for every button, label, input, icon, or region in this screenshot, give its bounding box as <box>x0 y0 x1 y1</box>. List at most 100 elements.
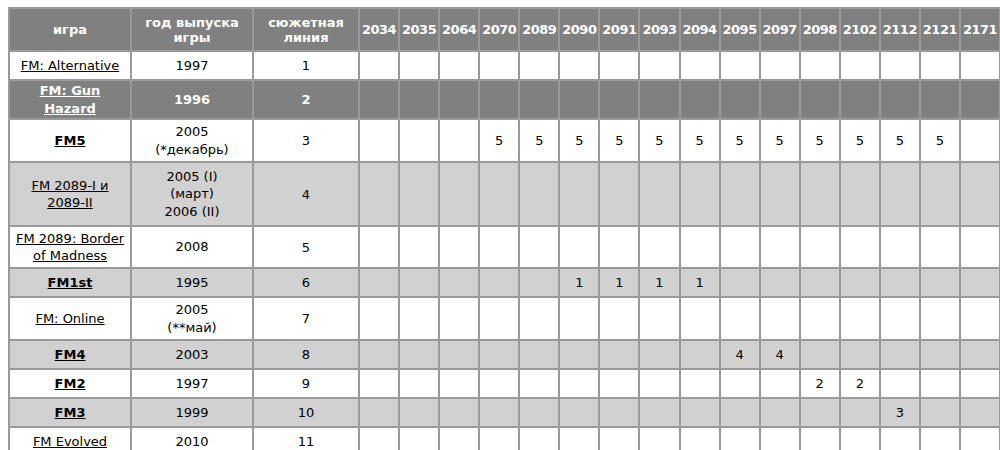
column-header-game: игра <box>9 8 131 51</box>
release-year-cell: 1997 <box>131 369 253 398</box>
release-year-cell: 2005 (*декабрь) <box>131 119 253 162</box>
year-header-2171: 2171 <box>960 8 1000 51</box>
release-year-cell: 2008 <box>131 226 253 268</box>
year-header-2102: 2102 <box>840 8 880 51</box>
table-row: FM: Gun Hazard19962 <box>9 80 1000 119</box>
game-link[interactable]: FM5 <box>55 133 86 148</box>
timeline-cell-marked-2094: 5 <box>680 119 720 162</box>
year-header-2089: 2089 <box>519 8 559 51</box>
timeline-cell-2064 <box>439 162 479 226</box>
timeline-cell-2095 <box>720 268 760 297</box>
timeline-cell-2094 <box>680 369 720 398</box>
timeline-cell-2070 <box>479 226 519 268</box>
timeline-cell-2093 <box>639 340 679 369</box>
timeline-cell-2102 <box>840 226 880 268</box>
timeline-cell-2034 <box>359 162 399 226</box>
timeline-cell-2171 <box>960 369 1000 398</box>
game-cell: FM: Gun Hazard <box>9 80 131 119</box>
timeline-cell-marked-2097: 4 <box>760 340 800 369</box>
game-link[interactable]: FM1st <box>48 275 93 290</box>
timeline-cell-2121 <box>920 226 960 268</box>
timeline-cell-marked-2094: 1 <box>680 268 720 297</box>
year-header-2091: 2091 <box>599 8 639 51</box>
timeline-cell-marked-2093: 5 <box>639 119 679 162</box>
story-line-cell: 9 <box>253 369 359 398</box>
game-link[interactable]: FM4 <box>55 347 86 362</box>
game-link[interactable]: FM2 <box>55 376 86 391</box>
timeline-cell-2070 <box>479 398 519 427</box>
game-link[interactable]: FM Evolved <box>33 434 107 449</box>
timeline-cell-2035 <box>399 398 439 427</box>
timeline-cell-2089 <box>519 369 559 398</box>
game-link[interactable]: FM: Alternative <box>21 58 120 73</box>
table-row: FM Evolved201011 <box>9 427 1000 450</box>
year-header-2093: 2093 <box>639 8 679 51</box>
column-header-line: сюжетная линия <box>253 8 359 51</box>
timeline-cell-2097 <box>760 268 800 297</box>
timeline-cell-marked-2093 <box>639 226 679 268</box>
timeline-cell-marked-2089: 5 <box>519 119 559 162</box>
timeline-cell-2121 <box>920 398 960 427</box>
game-link[interactable]: FM3 <box>55 405 86 420</box>
timeline-cell-2091 <box>599 80 639 119</box>
timeline-cell-2112 <box>880 51 920 80</box>
game-link[interactable]: FM 2089-I и 2089-II <box>31 178 108 211</box>
year-header-2121: 2121 <box>920 8 960 51</box>
year-header-2098: 2098 <box>800 8 840 51</box>
timeline-cell-2070 <box>479 162 519 226</box>
game-link[interactable]: FM: Online <box>35 311 104 326</box>
timeline-cell-2102 <box>840 398 880 427</box>
timeline-cell-2070 <box>479 268 519 297</box>
game-cell: FM4 <box>9 340 131 369</box>
timeline-cell-2098 <box>800 162 840 226</box>
release-year-cell: 1999 <box>131 398 253 427</box>
game-link[interactable]: FM 2089: Border of Madness <box>16 231 124 264</box>
timeline-cell-marked-2035 <box>399 51 439 80</box>
game-link[interactable]: FM: Gun Hazard <box>40 83 101 116</box>
timeline-cell-2090 <box>559 340 599 369</box>
release-year-cell: 1996 <box>131 80 253 119</box>
timeline-cell-marked-2089 <box>519 226 559 268</box>
timeline-cell-2091 <box>599 369 639 398</box>
timeline-cell-2171 <box>960 162 1000 226</box>
timeline-cell-2121 <box>920 162 960 226</box>
story-line-cell: 8 <box>253 340 359 369</box>
story-line-cell: 3 <box>253 119 359 162</box>
release-year-cell: 2010 <box>131 427 253 450</box>
timeline-cell-2102 <box>840 51 880 80</box>
timeline-cell-2098 <box>800 297 840 340</box>
timeline-cell-2098 <box>800 80 840 119</box>
table-row: FM 2089-I и 2089-II 2005 (I) (март) 2006 … <box>9 162 1000 226</box>
timeline-cell-2112 <box>880 226 920 268</box>
timeline-cell-marked-2091 <box>599 226 639 268</box>
column-header-release: год выпуска игры <box>131 8 253 51</box>
timeline-cell-2064 <box>439 119 479 162</box>
timeline-cell-marked-2098: 5 <box>800 119 840 162</box>
front-mission-timeline-table: играгод выпуска игрысюжетная линия2034 20… <box>8 7 1000 450</box>
table-row: FM52005 (*декабрь)3555555555555 <box>9 119 1000 162</box>
timeline-cell-2094 <box>680 398 720 427</box>
timeline-cell-marked-2095: 4 <box>720 340 760 369</box>
timeline-cell-2102 <box>840 80 880 119</box>
timeline-cell-2121 <box>920 268 960 297</box>
table-row: FM42003844 <box>9 340 1000 369</box>
year-header-2064: 2064 <box>439 8 479 51</box>
timeline-cell-marked-2091 <box>599 297 639 340</box>
timeline-cell-2094 <box>680 51 720 80</box>
year-header-2034: 2034 <box>359 8 399 51</box>
timeline-cell-2097 <box>760 398 800 427</box>
timeline-cell-2089 <box>519 340 559 369</box>
timeline-cell-2034 <box>359 297 399 340</box>
timeline-cell-2064 <box>439 398 479 427</box>
timeline-cell-2098 <box>800 51 840 80</box>
year-header-2094: 2094 <box>680 8 720 51</box>
release-year-cell: 2005 (I) (март) 2006 (II) <box>131 162 253 226</box>
timeline-cell-2093 <box>639 51 679 80</box>
timeline-cell-2095 <box>720 427 760 450</box>
timeline-cell-2070 <box>479 80 519 119</box>
timeline-cell-2095 <box>720 297 760 340</box>
release-year-cell: 1995 <box>131 268 253 297</box>
timeline-cell-2102 <box>840 268 880 297</box>
timeline-cell-marked-2095: 5 <box>720 119 760 162</box>
timeline-cell-2171 <box>960 340 1000 369</box>
